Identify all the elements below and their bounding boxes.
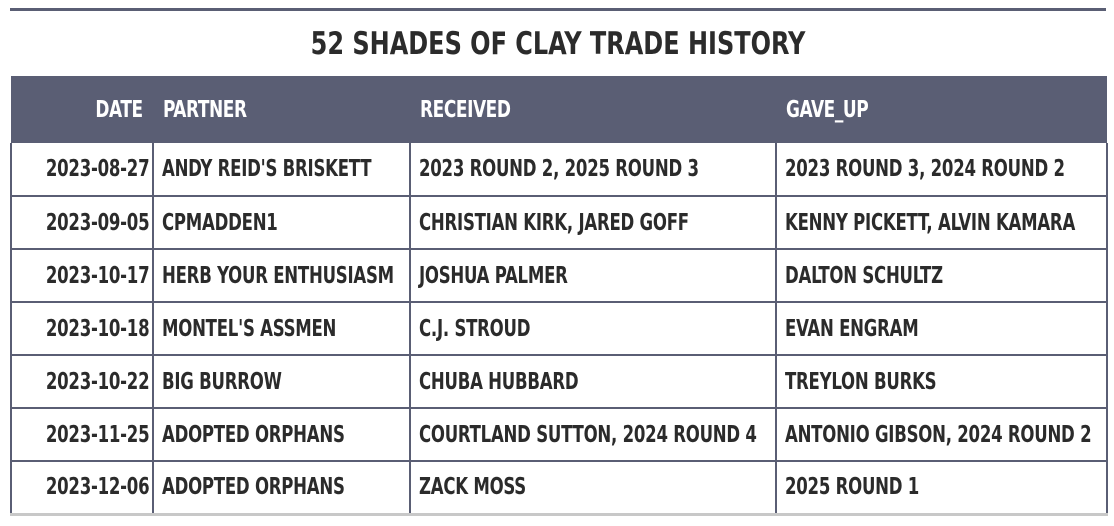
table-row: 2023-11-25 ADOPTED ORPHANS COURTLAND SUT… bbox=[10, 407, 1108, 462]
cell-date: 2023-10-17 bbox=[10, 248, 154, 303]
cell-gave-up: TREYLON BURKS bbox=[775, 354, 1108, 409]
header-row: DATE PARTNER RECEIVED GAVE_UP bbox=[11, 76, 1107, 143]
cell-date: 2023-09-05 bbox=[10, 195, 154, 250]
table-row: 2023-12-06 ADOPTED ORPHANS ZACK MOSS 202… bbox=[10, 460, 1108, 516]
cell-partner: ADOPTED ORPHANS bbox=[152, 407, 411, 462]
cell-received: 2023 ROUND 2, 2025 ROUND 3 bbox=[409, 143, 777, 197]
cell-date: 2023-10-18 bbox=[10, 301, 154, 356]
cell-partner: HERB YOUR ENTHUSIASM bbox=[152, 248, 411, 303]
cell-received: CHRISTIAN KIRK, JARED GOFF bbox=[409, 195, 777, 250]
trade-history-table: DATE PARTNER RECEIVED GAVE_UP 2023-08-27… bbox=[10, 76, 1108, 516]
cell-gave-up: DALTON SCHULTZ bbox=[775, 248, 1108, 303]
cell-date: 2023-08-27 bbox=[10, 143, 154, 197]
column-header-received[interactable]: RECEIVED bbox=[420, 96, 511, 123]
table-header: DATE PARTNER RECEIVED GAVE_UP bbox=[11, 76, 1107, 143]
cell-gave-up: EVAN ENGRAM bbox=[775, 301, 1108, 356]
cell-received: CHUBA HUBBARD bbox=[409, 354, 777, 409]
cell-gave-up: ANTONIO GIBSON, 2024 ROUND 2 bbox=[775, 407, 1108, 462]
table-row: 2023-08-27 ANDY REID'S BRISKETT 2023 ROU… bbox=[10, 143, 1108, 197]
cell-partner: ADOPTED ORPHANS bbox=[152, 460, 411, 516]
table-row: 2023-09-05 CPMADDEN1 CHRISTIAN KIRK, JAR… bbox=[10, 195, 1108, 250]
cell-partner: MONTEL'S ASSMEN bbox=[152, 301, 411, 356]
cell-received: C.J. STROUD bbox=[409, 301, 777, 356]
column-header-partner[interactable]: PARTNER bbox=[163, 96, 247, 123]
column-header-date[interactable]: DATE bbox=[95, 96, 144, 123]
cell-received: ZACK MOSS bbox=[409, 460, 777, 516]
cell-gave-up: 2025 ROUND 1 bbox=[775, 460, 1108, 516]
table-row: 2023-10-22 BIG BURROW CHUBA HUBBARD TREY… bbox=[10, 354, 1108, 409]
table-row: 2023-10-18 MONTEL'S ASSMEN C.J. STROUD E… bbox=[10, 301, 1108, 356]
cell-received: JOSHUA PALMER bbox=[409, 248, 777, 303]
table-row: 2023-10-17 HERB YOUR ENTHUSIASM JOSHUA P… bbox=[10, 248, 1108, 303]
cell-partner: CPMADDEN1 bbox=[152, 195, 411, 250]
cell-received: COURTLAND SUTTON, 2024 ROUND 4 bbox=[409, 407, 777, 462]
cell-date: 2023-10-22 bbox=[10, 354, 154, 409]
table-title: 52 SHADES OF CLAY TRADE HISTORY bbox=[310, 26, 806, 62]
top-rule bbox=[10, 8, 1106, 11]
table-body: 2023-08-27 ANDY REID'S BRISKETT 2023 ROU… bbox=[10, 143, 1108, 516]
cell-partner: BIG BURROW bbox=[152, 354, 411, 409]
column-header-gave-up[interactable]: GAVE_UP bbox=[786, 96, 869, 123]
cell-date: 2023-11-25 bbox=[10, 407, 154, 462]
cell-partner: ANDY REID'S BRISKETT bbox=[152, 143, 411, 197]
cell-gave-up: KENNY PICKETT, ALVIN KAMARA bbox=[775, 195, 1108, 250]
cell-date: 2023-12-06 bbox=[10, 460, 154, 516]
cell-gave-up: 2023 ROUND 3, 2024 ROUND 2 bbox=[775, 143, 1108, 197]
